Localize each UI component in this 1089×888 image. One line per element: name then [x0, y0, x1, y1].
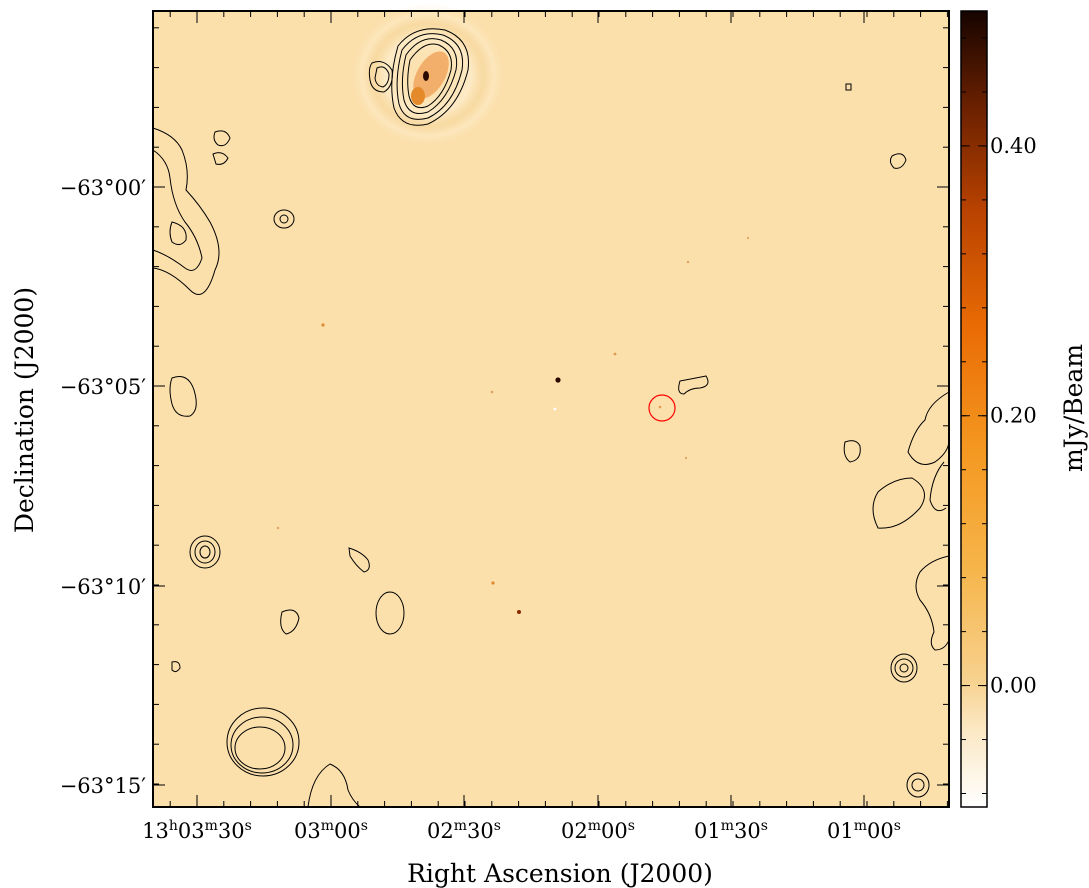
contour-concentric: [189, 535, 221, 569]
colorbar-tick-label: 0.20: [990, 404, 1037, 428]
contour-left-edge: [169, 221, 187, 246]
colorbar-tick-label: 0.00: [990, 674, 1037, 698]
contour-right-concentric: [890, 653, 918, 683]
y-tick-label: −63°00′: [60, 176, 147, 200]
contour-left-edge: [212, 152, 229, 165]
contour-top-source: [374, 66, 390, 88]
colorbar-gradient: [960, 10, 988, 808]
contour-top-source: [391, 28, 470, 126]
contour-small: [171, 661, 181, 673]
colorbar-title: mJy/Beam: [1059, 344, 1088, 472]
contour-top-source: [401, 38, 458, 114]
y-tick-label: −63°05′: [60, 375, 147, 399]
point-source: [555, 377, 561, 383]
contour-right-edge: [929, 461, 947, 512]
x-tick-label: 13h03m30s: [142, 818, 252, 843]
plot-frame: [152, 10, 950, 808]
sky-image: [153, 3, 949, 807]
contour-small: [280, 609, 300, 635]
contour-small: [348, 547, 370, 573]
contour-right-concentric: [899, 663, 909, 673]
y-axis-title: Declination (J2000): [10, 287, 39, 533]
point-source: [613, 352, 617, 356]
contour-small: [375, 591, 405, 635]
x-tick-label: 02m00s: [561, 818, 635, 843]
contour-big: [226, 707, 300, 777]
y-axis-ticks: [153, 27, 949, 786]
y-tick-label: −63°15′: [60, 774, 147, 798]
colorbar-tick-label: 0.40: [990, 134, 1037, 158]
contour-big: [230, 716, 294, 774]
contour-top-source: [407, 43, 452, 109]
x-tick-label: 03m00s: [294, 818, 368, 843]
contour-concentric: [199, 545, 211, 559]
x-axis-title: Right Ascension (J2000): [407, 859, 713, 888]
point-sources: [276, 236, 750, 614]
image-background: [153, 11, 949, 807]
contour-right-edge: [872, 477, 925, 529]
contour-layer: [152, 28, 950, 808]
contour-right-edge: [915, 555, 950, 651]
contour-right-concentric: [894, 658, 914, 678]
target-marker-circle: [648, 394, 676, 422]
point-source: [746, 236, 750, 240]
point-source: [553, 407, 557, 411]
contour-top-right: [845, 83, 852, 91]
contour-top-right: [889, 153, 907, 169]
contour-small: [169, 376, 197, 417]
x-tick-label: 01m00s: [827, 818, 901, 843]
x-tick-label: 01m30s: [694, 818, 768, 843]
contour-left-edge: [152, 127, 220, 295]
emission-blobs: [411, 51, 449, 105]
colorbar-ticks: [961, 37, 987, 795]
colorbar-tick-labels: 0.00 0.20 0.40: [990, 134, 1037, 698]
contour-left-edge: [152, 149, 203, 271]
contour-small: [273, 209, 295, 229]
contour-concentric: [194, 540, 216, 564]
contour-right-edge: [843, 440, 861, 463]
contour-big: [234, 726, 286, 770]
contour-right-concentric: [911, 778, 925, 792]
contour-right-edge: [907, 391, 950, 465]
contour-bottom: [307, 763, 361, 808]
point-source: [491, 581, 495, 585]
x-axis-tick-labels: 13h03m30s 03m00s 02m30s 02m00s 01m30s 01m00s: [142, 818, 901, 843]
point-source: [490, 390, 494, 394]
colorbar: 0.00 0.20 0.40 mJy/Beam: [960, 10, 1088, 808]
x-tick-label: 02m30s: [427, 818, 501, 843]
contour-small: [279, 214, 289, 224]
point-source: [684, 456, 688, 460]
contour-top-source: [368, 61, 393, 93]
point-source: [517, 610, 521, 614]
contour-center-right: [678, 375, 709, 395]
y-tick-label: −63°10′: [60, 575, 147, 599]
point-source: [321, 323, 325, 327]
point-source: [658, 405, 662, 409]
point-source: [276, 526, 280, 530]
contour-left-edge: [213, 130, 231, 147]
point-source: [686, 260, 690, 264]
contour-top-source: [396, 33, 464, 120]
contour-right-concentric: [906, 772, 930, 798]
x-axis-ticks: [169, 11, 948, 807]
y-axis-tick-labels: −63°00′ −63°05′ −63°10′ −63°15′: [60, 176, 147, 798]
